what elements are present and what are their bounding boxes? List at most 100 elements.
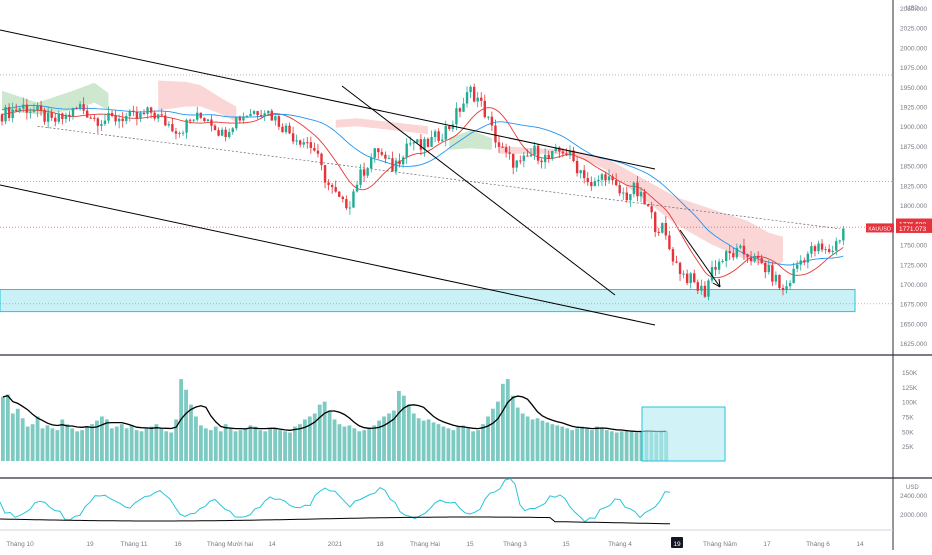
volume-bar: [496, 401, 500, 461]
candle-body: [334, 187, 337, 192]
volume-bar: [10, 413, 15, 461]
candle-body: [61, 113, 64, 120]
volume-bar: [213, 426, 218, 461]
candle-body: [501, 146, 504, 148]
volume-bar: [312, 413, 317, 461]
candle-body: [796, 264, 799, 269]
volume-bars: [1, 379, 669, 461]
volume-bar: [377, 420, 381, 461]
candle-body: [558, 147, 561, 152]
volume-bar: [406, 404, 411, 461]
cloud-bull-1: [2, 82, 109, 115]
candle-body: [735, 247, 739, 258]
candle-body: [416, 139, 419, 143]
candle-body: [366, 168, 369, 176]
lagging-dotted: [37, 125, 840, 230]
volume-bar: [100, 416, 104, 461]
price-tick-label: 1875.000: [900, 144, 927, 151]
candle-body: [611, 176, 614, 181]
volume-bar: [273, 428, 278, 461]
volume-bar: [258, 430, 263, 461]
price-tick-label: 1750.000: [900, 243, 927, 250]
candle-body: [242, 116, 245, 121]
volume-bar: [35, 416, 40, 461]
volume-bar: [580, 426, 584, 461]
candle-body: [526, 155, 529, 157]
candle-body: [68, 114, 71, 117]
projection-arrow-head: [712, 278, 721, 288]
candle-body: [487, 116, 490, 118]
candle-body: [476, 97, 479, 102]
oscillator: [0, 478, 671, 525]
candle-body: [448, 126, 451, 129]
price-tick-label: 1725.000: [900, 262, 927, 269]
candle-body: [497, 142, 501, 147]
volume-bar: [228, 428, 233, 461]
volume-bar: [317, 404, 322, 461]
candle-body: [245, 116, 249, 118]
price-tick-label: 2025.000: [900, 26, 927, 33]
volume-bar: [223, 424, 228, 461]
price-tick-label: 1975.000: [900, 65, 927, 72]
candle-body: [614, 180, 618, 186]
volume-ma: [2, 394, 726, 462]
candle-body: [643, 192, 646, 205]
time-tick-label: 16: [174, 541, 182, 548]
candle-body: [277, 116, 281, 127]
candle-body: [171, 124, 174, 132]
axes: USD2050.0002025.0002000.0001975.0001950.…: [6, 6, 927, 548]
volume-bar: [139, 431, 144, 461]
candle-body: [437, 131, 440, 141]
volume-bar: [426, 419, 431, 461]
trendlines: [0, 29, 721, 326]
candle-body: [377, 148, 380, 153]
volume-bar: [332, 419, 337, 461]
candle-body: [572, 150, 575, 162]
candle-body: [632, 182, 636, 195]
channel-lower: [0, 184, 656, 326]
volume-bar: [238, 430, 243, 461]
volume-bar: [570, 430, 575, 461]
candle-body: [93, 117, 96, 119]
candle-body: [54, 117, 57, 122]
candle-body: [625, 192, 628, 201]
candle-body: [107, 113, 110, 121]
volume-bar: [134, 430, 139, 461]
price-tick-label: 1625.000: [900, 341, 927, 348]
cloud-bear-2: [335, 118, 428, 135]
candle-body: [700, 285, 703, 291]
candle-body: [228, 132, 231, 138]
candle-body: [710, 267, 714, 281]
time-tick-label: 18: [376, 541, 384, 548]
candle-body: [441, 139, 444, 141]
volume-bar: [95, 420, 99, 461]
candle-body: [554, 147, 557, 152]
volume-bar: [109, 428, 114, 461]
support-zone: [0, 289, 856, 313]
candle-body: [43, 110, 46, 122]
volume-tick-label: 25K: [902, 444, 914, 451]
volume-bar: [585, 428, 589, 461]
candle-body: [89, 117, 92, 119]
candle-body: [646, 204, 650, 207]
candle-body: [139, 112, 142, 119]
support-zone-rect: [0, 289, 856, 313]
volume-bar: [114, 426, 119, 461]
candle-body: [522, 155, 526, 161]
candle-body: [583, 170, 586, 179]
candle-body: [295, 140, 298, 142]
candle-body: [430, 137, 433, 147]
candle-body: [835, 241, 838, 251]
candle-body: [593, 181, 597, 187]
candle-body: [394, 160, 398, 172]
volume-bar: [85, 426, 89, 461]
candle-body: [103, 120, 107, 124]
time-tick-label: 19: [86, 541, 94, 548]
candle-body: [125, 116, 128, 122]
candle-body: [338, 191, 341, 197]
candle-body: [11, 109, 14, 119]
price-tick-label: 1925.000: [900, 105, 927, 112]
candle-body: [472, 86, 476, 102]
